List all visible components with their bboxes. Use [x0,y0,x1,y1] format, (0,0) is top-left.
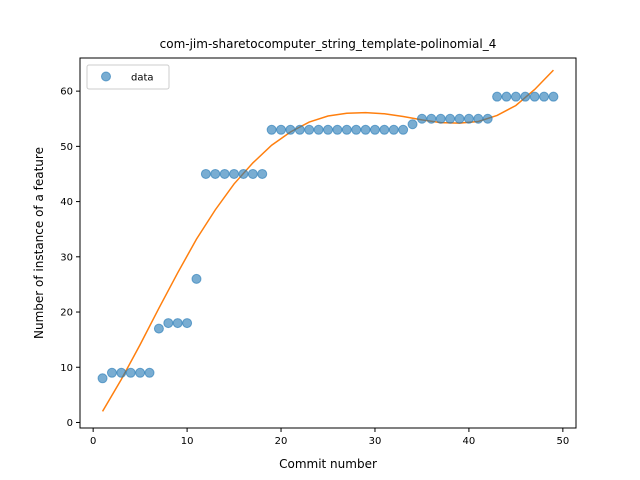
data-point [125,367,136,378]
x-tick-label: 0 [90,436,96,447]
data-point [548,91,559,102]
data-point [229,168,240,179]
legend: data [86,64,170,90]
data-point [116,367,127,378]
data-point [106,367,117,378]
data-point [463,113,474,124]
data-point [407,119,418,130]
data-point [341,124,352,135]
data-point [210,168,221,179]
data-point [313,124,324,135]
plot-frame [79,57,577,429]
data-point [182,318,193,329]
y-tick-label: 40 [60,197,73,208]
data-point [285,124,296,135]
data-point [135,367,146,378]
data-point [388,124,399,135]
data-point [200,168,211,179]
data-point [219,168,230,179]
data-point [247,168,258,179]
data-point [520,91,531,102]
x-tick-label: 50 [556,436,569,447]
legend-marker-data [101,71,111,82]
data-point [454,113,465,124]
data-point [435,113,446,124]
data-point [266,124,277,135]
data-point [426,113,437,124]
plot-area [79,57,577,429]
x-tick-label: 20 [275,436,288,447]
data-point [539,91,550,102]
x-tick-label: 10 [181,436,194,447]
data-point [510,91,521,102]
data-point [445,113,456,124]
data-point [529,91,540,102]
data-point [332,124,343,135]
data-point [379,124,390,135]
data-point [492,91,503,102]
data-point [276,124,287,135]
y-tick-label: 0 [67,418,73,429]
data-point [238,168,249,179]
x-axis-label: Commit number [279,457,377,471]
y-tick-label: 60 [60,87,73,98]
data-point [172,318,183,329]
data-point [191,273,202,284]
data-point [369,124,380,135]
data-point [294,124,305,135]
data-point [398,124,409,135]
data-point [323,124,333,135]
data-point [153,323,164,334]
data-point [163,318,174,329]
data-point [304,124,315,135]
y-axis-label: Number of instance of a feature [32,147,46,339]
x-axis: 0 10 20 30 40 50 [90,428,569,447]
y-tick-label: 10 [60,363,73,374]
data-point [360,124,371,135]
x-tick-label: 30 [369,436,382,447]
legend-box [86,64,170,90]
y-tick-label: 30 [60,252,73,263]
scatter-points-layer [97,91,559,384]
data-point [473,113,484,124]
y-axis: 0 10 20 30 40 50 60 [60,87,80,429]
data-point [257,168,268,179]
legend-label-data: data [131,73,154,84]
x-tick-label: 40 [463,436,476,447]
data-point [97,373,108,384]
data-point [482,113,493,124]
data-point [351,124,362,135]
data-point [144,367,155,378]
data-point [416,113,427,124]
data-point [501,91,512,102]
y-tick-label: 20 [60,308,73,319]
y-tick-label: 50 [60,142,73,153]
chart-title: com-jim-sharetocomputer_string_template-… [160,37,497,51]
